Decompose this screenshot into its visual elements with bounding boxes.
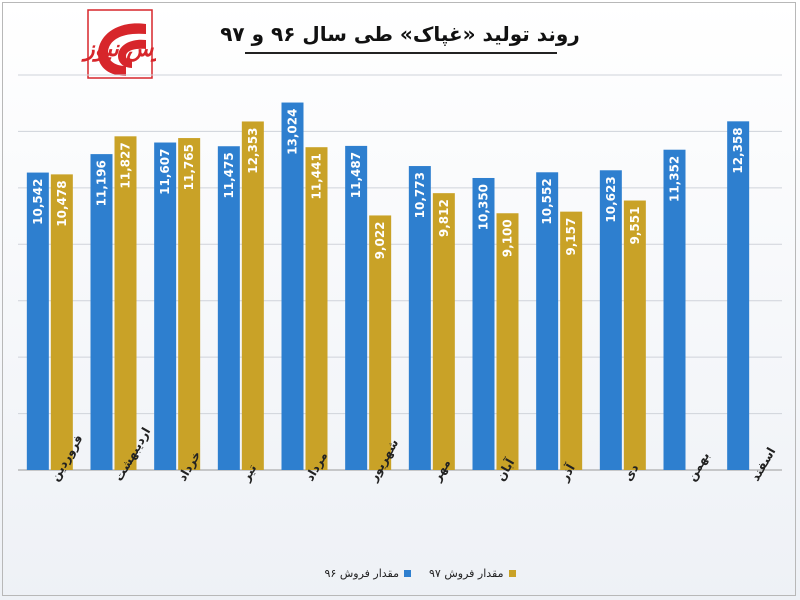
bar [114, 136, 137, 471]
chart-title: روند تولید «غپاک» طی سال ۹۶ و ۹۷ [220, 22, 580, 46]
legend-item-97: مقدار فروش ۹۷ [429, 567, 516, 580]
data-label: 11,765 [182, 144, 196, 190]
bar [623, 200, 646, 470]
logo-text: بورس نیوز [81, 37, 156, 62]
logo-mark-icon [98, 23, 146, 77]
data-label: 9,022 [373, 221, 387, 259]
bar [305, 147, 328, 470]
data-label: 13,024 [286, 109, 300, 155]
legend-swatch-96 [404, 570, 411, 577]
bar [281, 102, 304, 470]
legend-label-96: مقدار فروش ۹۶ [324, 567, 400, 580]
x-tick-label: اسفند [748, 445, 778, 484]
data-label: 9,157 [564, 218, 578, 256]
data-label: 10,478 [55, 180, 69, 226]
bar [90, 154, 113, 470]
data-label: 12,353 [246, 127, 260, 173]
data-label: 11,475 [222, 152, 236, 198]
data-label: 10,542 [31, 179, 45, 225]
data-label: 10,773 [413, 172, 427, 218]
bar [26, 172, 49, 470]
bar [432, 193, 455, 470]
data-label: 11,487 [349, 152, 363, 198]
data-label: 10,350 [477, 184, 491, 230]
data-label: 11,352 [668, 156, 682, 202]
bar [154, 142, 177, 470]
bar [536, 172, 559, 471]
legend-item-96: مقدار فروش ۹۶ [324, 567, 411, 580]
bar [408, 166, 431, 471]
data-label: 9,100 [501, 219, 515, 257]
bar [727, 121, 750, 471]
data-label: 10,552 [540, 178, 554, 224]
data-label: 12,358 [731, 127, 745, 173]
data-label: 11,196 [95, 160, 109, 206]
legend: مقدار فروش ۹۶ مقدار فروش ۹۷ [300, 567, 540, 580]
bar [369, 215, 392, 470]
data-label: 9,812 [437, 199, 451, 237]
bar [217, 146, 240, 470]
bar [50, 174, 73, 470]
bar [472, 177, 495, 470]
bar [241, 121, 264, 470]
data-label: 11,827 [119, 142, 133, 188]
data-label: 11,441 [310, 153, 324, 199]
bar [496, 213, 519, 470]
data-label: 10,623 [604, 176, 618, 222]
bar [560, 211, 583, 470]
bar [178, 138, 201, 470]
data-label: 9,551 [628, 207, 642, 245]
logo: بورس نیوز [81, 9, 156, 79]
legend-label-97: مقدار فروش ۹۷ [429, 567, 504, 580]
bar [663, 149, 686, 470]
data-label: 11,607 [158, 149, 172, 195]
bar [345, 145, 368, 470]
x-tick-label: بهمن [684, 449, 712, 483]
legend-swatch-97 [508, 570, 516, 577]
bar [599, 170, 622, 470]
title-underline [245, 52, 557, 54]
